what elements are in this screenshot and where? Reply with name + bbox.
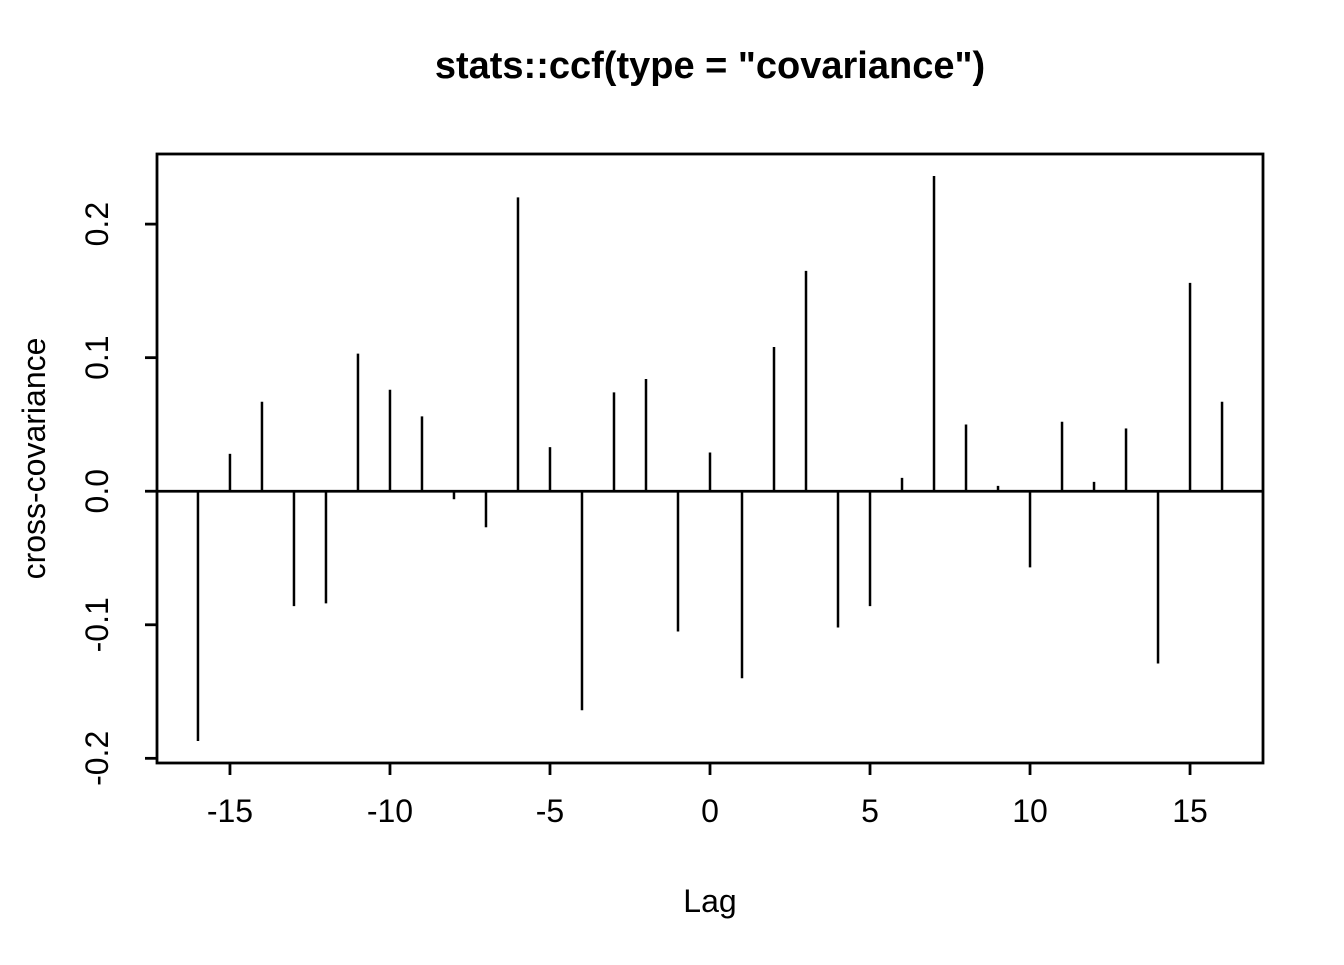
x-tick-label-5: 5 (861, 793, 879, 829)
x-tick-label-0: 0 (701, 793, 719, 829)
x-tick-label--10: -10 (367, 793, 413, 829)
y-axis-label: cross-covariance (16, 338, 52, 580)
x-tick-label--5: -5 (536, 793, 564, 829)
y-tick-label-0.2: 0.2 (79, 202, 115, 246)
y-tick-label--0.1: -0.1 (79, 597, 115, 652)
x-tick-label-15: 15 (1172, 793, 1208, 829)
chart-title: stats::ccf(type = "covariance") (435, 45, 985, 87)
y-tick-label-0.1: 0.1 (79, 335, 115, 379)
y-tick-label-0: 0.0 (79, 469, 115, 513)
x-tick-label-10: 10 (1012, 793, 1048, 829)
x-tick-label--15: -15 (207, 793, 253, 829)
plot-area: -15 -10 -5 0 5 10 15 -0.2 -0.1 0.0 0.1 0.2 (79, 152, 1265, 829)
x-axis-label: Lag (683, 883, 736, 919)
y-tick-label--0.2: -0.2 (79, 731, 115, 786)
